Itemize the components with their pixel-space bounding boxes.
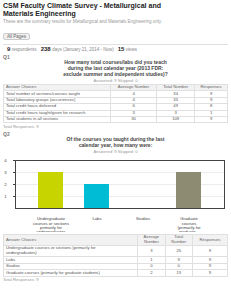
svg-text:3: 3 [4, 170, 7, 175]
svg-text:1: 1 [4, 194, 7, 199]
html-text:9: 9 [209, 97, 213, 102]
html-text:49: 49 [173, 103, 178, 109]
html-text:34: 34 [173, 90, 178, 96]
html-text:Average Number: Average Number [117, 84, 150, 90]
html-text:3: 3 [174, 109, 177, 115]
html-text:Total laboratory groups (occur: Total laboratory groups (occurrences) [6, 97, 76, 102]
html-text:15 views: 15 views [117, 46, 138, 53]
html-text:4: 4 [132, 97, 135, 102]
html-text:These are the summary results: These are the summary results for Metall… [3, 19, 162, 25]
svg-text:Undergraduatecourses or sectio: Undergraduatecourses or sectionsprimaril… [33, 216, 69, 232]
html-text:Studios: Studios [6, 263, 20, 269]
html-text:0: 0 [150, 263, 153, 269]
html-text:9: 9 [208, 247, 212, 253]
html-text:CSM Faculty Climate Survey - M: CSM Faculty Climate Survey - Metallurgic… [3, 2, 161, 17]
html-text:How many total courses/labs di: How many total courses/labs did you teac… [63, 59, 168, 77]
html-text:Total number of sections/cours: Total number of sections/courses taught [6, 90, 80, 96]
html-text:109: 109 [172, 116, 180, 122]
html-text:1: 1 [209, 109, 213, 115]
html-text:All Pages: All Pages [7, 34, 26, 40]
html-text:9: 9 [208, 263, 212, 269]
html-text:9: 9 [208, 256, 212, 262]
html-text:Total students in all sections: Total students in all sections [6, 116, 59, 122]
html-text:13: 13 [176, 269, 182, 275]
html-text:35: 35 [173, 97, 178, 102]
html-text:Average Number: Average Number [143, 234, 160, 244]
html-text:3: 3 [150, 247, 153, 253]
html-text:9: 9 [177, 256, 180, 262]
html-text:8: 8 [209, 103, 213, 109]
html-text:Total Number: Total Number [171, 234, 187, 244]
html-text:Labs: Labs [6, 256, 16, 262]
html-text:0: 0 [177, 263, 180, 269]
html-text:Responses: Responses [199, 236, 221, 242]
html-text:3: 3 [132, 109, 135, 115]
html-text:2: 2 [150, 269, 153, 275]
svg-text:Labs: Labs [92, 216, 101, 221]
html-text:Total credit hours taught/give: Total credit hours taught/given for rese… [6, 109, 86, 115]
svg-text:Graduatecourses(primarily forg: Graduatecourses(primarily forgraduate... [177, 216, 201, 232]
html-text:9: 9 [209, 90, 213, 96]
html-text:9: 9 [208, 269, 212, 275]
html-text:Undergraduate courses or secti: Undergraduate courses or sections (prima… [6, 245, 96, 256]
html-text:Q2: Q2 [3, 130, 10, 137]
html-text:9 respondents: 9 respondents [7, 46, 37, 53]
html-text:Total Responses: 9: Total Responses: 9 [3, 123, 39, 129]
svg-text:Studios: Studios [136, 216, 150, 221]
html-text:Total Number: Total Number [163, 84, 189, 90]
html-text:238 days (January 21, 2014 - N: 238 days (January 21, 2014 - Now) [40, 46, 114, 53]
html-text:4: 4 [132, 90, 135, 96]
html-text:30: 30 [131, 116, 136, 122]
html-text:Total credit hours delivered: Total credit hours delivered [6, 103, 56, 109]
html-text:6: 6 [132, 103, 135, 109]
html-text:Q1: Q1 [3, 54, 10, 61]
svg-text:4: 4 [4, 158, 7, 163]
svg-text:2: 2 [4, 182, 7, 187]
html-text:Graduate courses (primarily fo: Graduate courses (primarily for graduate… [6, 269, 100, 275]
html-text:Answer Choices: Answer Choices [6, 236, 37, 242]
html-text:1: 1 [150, 256, 153, 262]
html-text:Answered: 9 Skipped: 0: Answered: 9 Skipped: 0 [93, 77, 138, 83]
html-text:Responses: Responses [200, 84, 222, 90]
html-text:Answer Choices: Answer Choices [6, 84, 37, 90]
html-text:9: 9 [209, 116, 213, 122]
html-text:25: 25 [176, 247, 182, 253]
html-text:Total Responses: 9: Total Responses: 9 [3, 277, 39, 283]
html-text:Of the courses you taught duri: Of the courses you taught during the las… [66, 135, 165, 148]
html-text:Answered: 9 Skipped: 0: Answered: 9 Skipped: 0 [93, 148, 138, 154]
